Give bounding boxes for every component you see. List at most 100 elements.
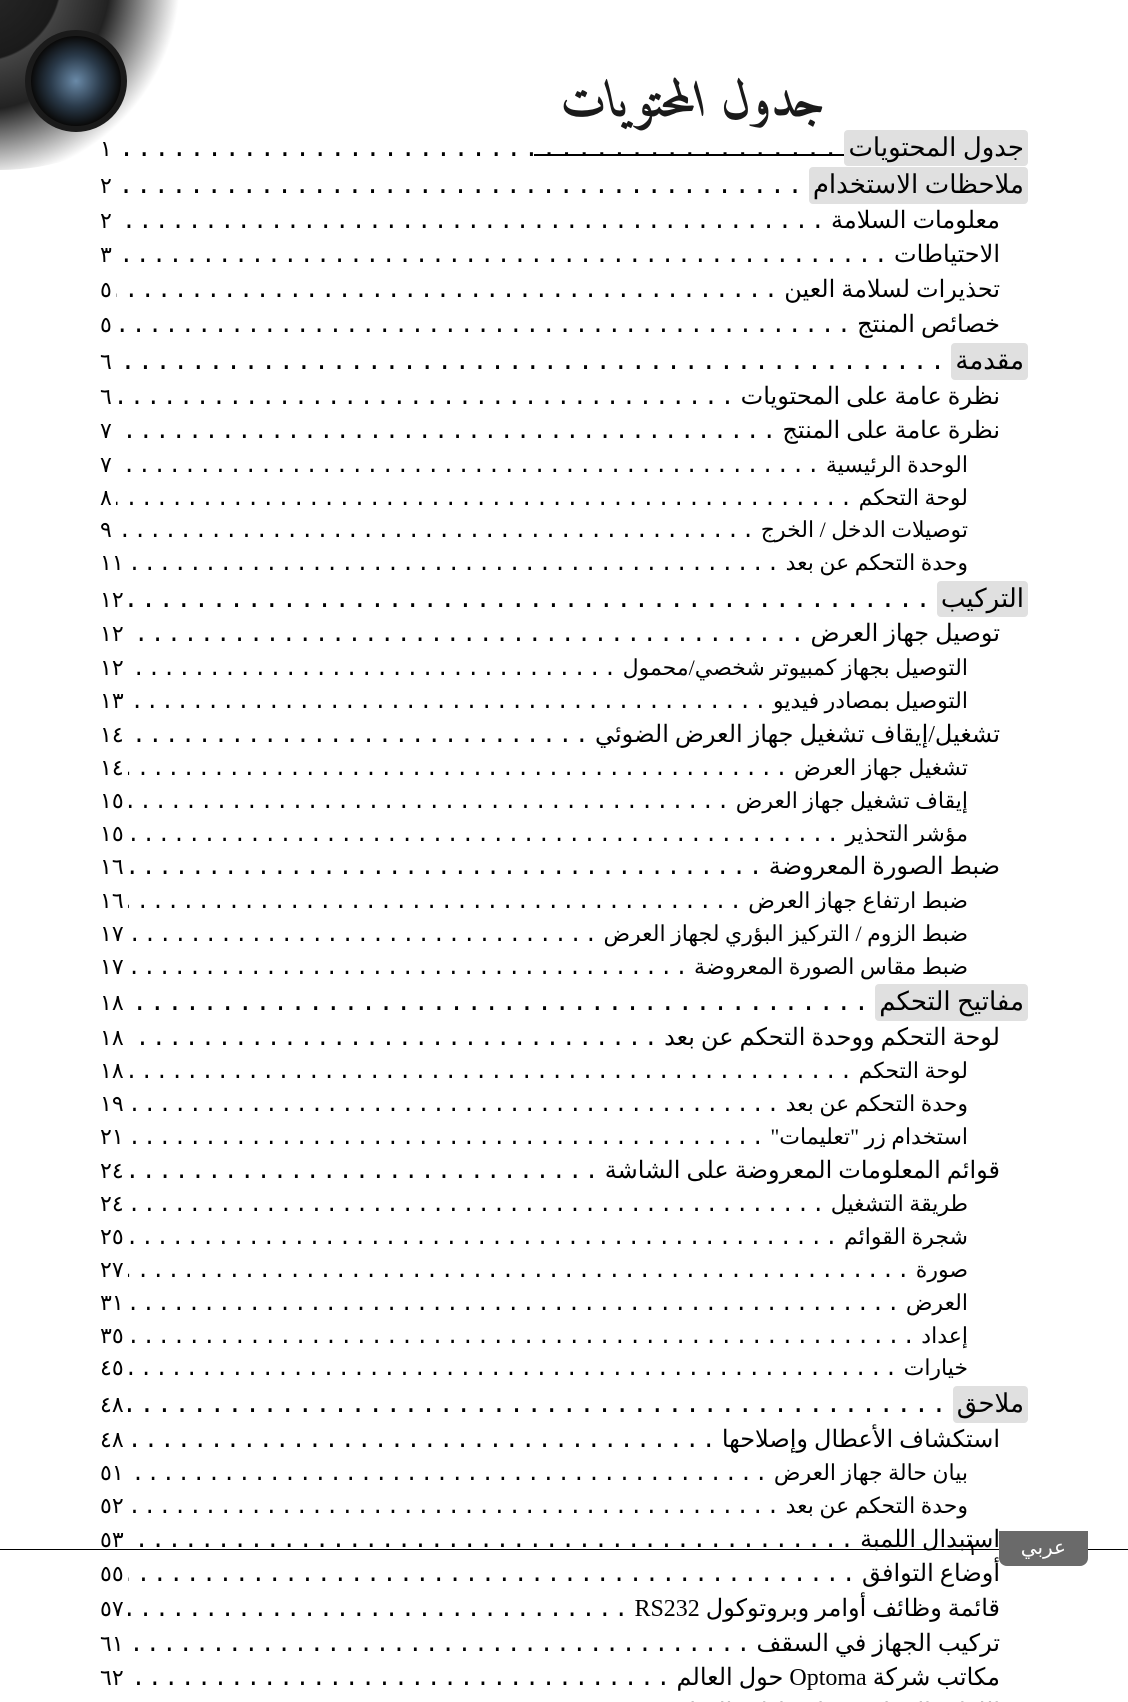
toc-row[interactable]: الوحدة الرئيسية٧: [100, 450, 1028, 483]
toc-label: استكشاف الأعطال وإصلاحها: [722, 1424, 1000, 1458]
toc-row[interactable]: تشغيل/إيقاف تشغيل جهاز العرض الضوئي١٤: [100, 719, 1028, 754]
toc-row[interactable]: طريقة التشغيل٢٤: [100, 1189, 1028, 1222]
toc-label: ضبط مقاس الصورة المعروضة: [694, 952, 968, 983]
toc-row[interactable]: قائمة وظائف أوامر وبروتوكول RS232٥٧: [100, 1593, 1028, 1628]
toc-leader: [116, 131, 841, 167]
toc-row[interactable]: استخدام زر "تعليمات"٢١: [100, 1122, 1028, 1155]
toc-label: الاحتياطات: [894, 239, 1000, 273]
toc-row[interactable]: ملاحظات الاستخدام٢: [100, 167, 1028, 204]
toc-label: إعداد: [921, 1321, 968, 1352]
toc-leader: [128, 655, 619, 686]
page-footer: ١ عربي: [0, 1531, 1128, 1571]
toc-row[interactable]: نظرة عامة على المنتج٧: [100, 415, 1028, 450]
toc-row[interactable]: لوحة التحكم ووحدة التحكم عن بعد١٨: [100, 1022, 1028, 1057]
toc-row[interactable]: تحذيرات لسلامة العين٥: [100, 274, 1028, 309]
toc-row[interactable]: صورة ٢٧: [100, 1255, 1028, 1288]
toc-row[interactable]: إعداد ٣٥: [100, 1321, 1028, 1354]
toc-page: ٦: [100, 347, 112, 378]
toc-page: ٢: [100, 206, 112, 237]
toc-page: ٧: [100, 416, 112, 447]
toc-page: ٣٥: [100, 1321, 124, 1352]
toc-row[interactable]: التوصيل بجهاز كمبيوتر شخصي/محمول١٢: [100, 653, 1028, 686]
toc-page: ٢٧: [100, 1255, 124, 1286]
toc-page: ١٨: [100, 1056, 124, 1087]
toc-row[interactable]: ضبط الزوم / التركيز البؤري لجهاز العرض١٧: [100, 919, 1028, 952]
toc-page: ٦: [100, 382, 112, 413]
toc-leader: [128, 1191, 827, 1222]
toc-row[interactable]: ضبط ارتفاع جهاز العرض١٦: [100, 886, 1028, 919]
footer-rule: [0, 1549, 1128, 1550]
toc-row[interactable]: العرض ٣١: [100, 1288, 1028, 1321]
toc-page: ٥١: [100, 1458, 124, 1489]
toc-leader: [128, 1156, 601, 1190]
toc-label: العرض: [906, 1288, 968, 1319]
toc-row[interactable]: مقدمة٦: [100, 343, 1028, 380]
toc-leader: [128, 921, 600, 952]
toc-row[interactable]: وحدة التحكم عن بعد٥٢: [100, 1491, 1028, 1524]
toc-label: ملاحظات الاستخدام: [809, 167, 1028, 203]
toc-row[interactable]: اللوائح التنظيمية وإرشادات السلامة٦٤: [100, 1697, 1028, 1702]
toc-label: صورة: [916, 1255, 968, 1286]
toc-page: ٤٥: [100, 1353, 124, 1384]
toc-leader: [128, 1425, 718, 1459]
toc-leader: [128, 1224, 840, 1255]
toc-row[interactable]: شجرة القوائم٢٥: [100, 1222, 1028, 1255]
toc-row[interactable]: إيقاف تشغيل جهاز العرض١٥: [100, 786, 1028, 819]
toc-row[interactable]: جدول المحتويات ١: [100, 130, 1028, 167]
toc-page: ٤٨: [100, 1425, 124, 1456]
toc-page: ٥٧: [100, 1594, 124, 1625]
toc-row[interactable]: مؤشر التحذير١٥: [100, 819, 1028, 852]
toc-page: ٣١: [100, 1288, 124, 1319]
toc-row[interactable]: تركيب الجهاز في السقف٦١: [100, 1628, 1028, 1663]
toc-row[interactable]: وحدة التحكم عن بعد١١: [100, 548, 1028, 581]
toc-row[interactable]: ضبط مقاس الصورة المعروضة١٧: [100, 952, 1028, 985]
toc-row[interactable]: مكاتب شركة Optoma حول العالم٦٢: [100, 1662, 1028, 1697]
toc-leader: [116, 168, 805, 204]
toc-row[interactable]: ملاحق٤٨: [100, 1386, 1028, 1423]
toc-page: ٧: [100, 450, 112, 481]
toc-leader: [116, 485, 855, 516]
toc-label: طريقة التشغيل: [831, 1189, 968, 1220]
toc-label: تركيب الجهاز في السقف: [757, 1628, 1000, 1662]
toc-row[interactable]: وحدة التحكم عن بعد١٩: [100, 1089, 1028, 1122]
toc-label: معلومات السلامة: [831, 205, 1000, 239]
toc-row[interactable]: توصيلات الدخل / الخرج٩: [100, 515, 1028, 548]
toc-row[interactable]: معلومات السلامة ٢: [100, 205, 1028, 240]
toc-page: ١٣: [100, 686, 124, 717]
toc-row[interactable]: تشغيل جهاز العرض١٤: [100, 753, 1028, 786]
toc-label: مفاتيح التحكم: [875, 984, 1028, 1020]
toc-row[interactable]: نظرة عامة على المحتويات٦: [100, 381, 1028, 416]
toc-leader: [128, 985, 872, 1021]
toc-label: مؤشر التحذير: [845, 819, 968, 850]
toc-row[interactable]: ضبط الصورة المعروضة١٦: [100, 851, 1028, 886]
toc-leader: [128, 888, 745, 919]
toc-label: جدول المحتويات: [844, 130, 1028, 166]
toc-label: تحذيرات لسلامة العين: [784, 274, 1000, 308]
toc-row[interactable]: استكشاف الأعطال وإصلاحها ٤٨: [100, 1424, 1028, 1459]
toc-row[interactable]: التوصيل بمصادر فيديو١٣: [100, 686, 1028, 719]
toc-page: ٩: [100, 515, 112, 546]
footer-language-badge: عربي: [999, 1531, 1088, 1566]
toc-row[interactable]: مفاتيح التحكم١٨: [100, 984, 1028, 1021]
toc-label: شجرة القوائم: [844, 1222, 968, 1253]
toc-leader: [116, 517, 757, 548]
toc-label: تشغيل/إيقاف تشغيل جهاز العرض الضوئي: [595, 719, 1000, 753]
toc-leader: [116, 206, 827, 240]
toc-row[interactable]: لوحة التحكم٨: [100, 483, 1028, 516]
footer-page-number: ١: [966, 1535, 978, 1561]
toc-row[interactable]: خيارات ٤٥: [100, 1353, 1028, 1386]
toc-row[interactable]: بيان حالة جهاز العرض٥١: [100, 1458, 1028, 1491]
toc-label: اللوائح التنظيمية وإرشادات السلامة: [657, 1697, 1000, 1702]
toc-label: خيارات: [904, 1353, 968, 1384]
toc-page: ١: [100, 134, 112, 165]
toc-row[interactable]: الاحتياطات٣: [100, 239, 1028, 274]
toc-row[interactable]: توصيل جهاز العرض١٢: [100, 618, 1028, 653]
toc-row[interactable]: قوائم المعلومات المعروضة على الشاشة٢٤: [100, 1155, 1028, 1190]
toc-leader: [128, 1023, 660, 1057]
toc-row[interactable]: لوحة التحكم١٨: [100, 1056, 1028, 1089]
toc-leader: [128, 1594, 631, 1628]
toc-row[interactable]: التركيب١٢: [100, 581, 1028, 618]
toc-leader: [128, 1663, 673, 1697]
toc-page: ٨: [100, 483, 112, 514]
toc-row[interactable]: خصائص المنتج٥: [100, 309, 1028, 344]
